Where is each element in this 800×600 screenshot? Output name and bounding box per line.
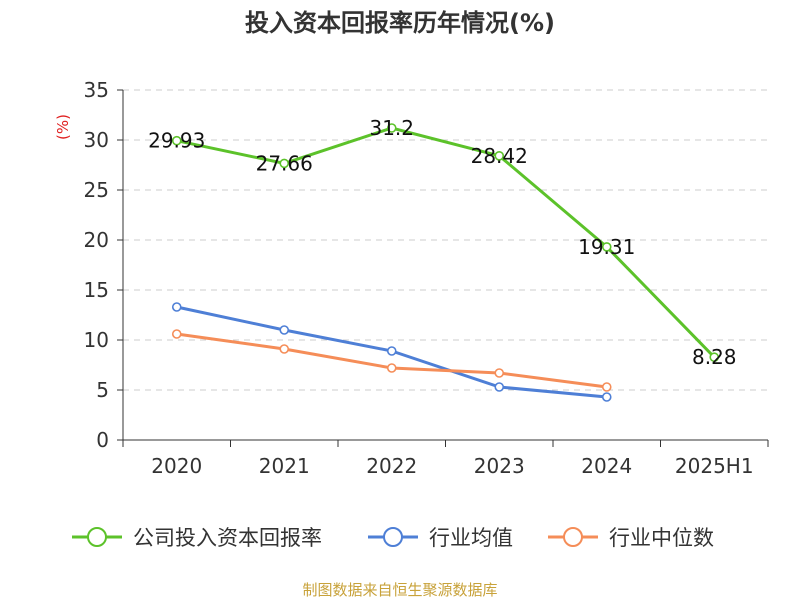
y-tick-label: 5 (96, 378, 109, 402)
data-point (709, 352, 720, 363)
series-lines (171, 123, 720, 402)
x-tick-label: 2024 (581, 454, 632, 478)
data-point (279, 158, 290, 169)
data-point (601, 392, 612, 402)
data-label: 19.31 (578, 235, 635, 259)
y-tick-label: 0 (96, 428, 109, 452)
data-point (171, 302, 182, 312)
x-tick-label: 2023 (474, 454, 525, 478)
x-tick-label: 2020 (151, 454, 202, 478)
data-point (279, 344, 290, 354)
data-point (386, 363, 397, 373)
grid-lines (123, 89, 768, 391)
legend-label: 行业中位数 (609, 526, 714, 550)
legend-item-0: 公司投入资本回报率 (72, 526, 322, 550)
y-tick-label: 20 (84, 228, 109, 252)
data-label: 31.2 (369, 116, 414, 140)
legend-swatch-marker (563, 527, 583, 547)
legend-item-2: 行业中位数 (548, 526, 714, 550)
data-label: 28.42 (471, 144, 528, 168)
data-point (494, 151, 505, 161)
y-axis-unit-label: (%) (54, 114, 72, 140)
data-label: 29.93 (148, 129, 205, 153)
chart-title: 投入资本回报率历年情况(%) (245, 9, 555, 37)
legend-swatch-marker (87, 527, 107, 547)
data-point (601, 382, 612, 392)
legend-label: 公司投入资本回报率 (133, 526, 322, 550)
data-point (171, 329, 182, 339)
data-point (386, 123, 397, 133)
series-line-0 (176, 126, 716, 359)
data-source-note: 制图数据来自恒生聚源数据库 (302, 581, 497, 599)
y-tick-label: 35 (84, 78, 109, 102)
axes: 0 5 10 15 20 25 30 35 2020 2021 2022 2023 2024 2025H1 (84, 78, 769, 478)
x-tick-label: 2025H1 (675, 454, 754, 478)
data-point (279, 325, 290, 335)
data-point (601, 242, 612, 252)
legend-swatch-marker (383, 527, 403, 547)
legend-item-1: 行业均值 (368, 526, 513, 550)
data-labels: 29.93 27.66 31.2 28.42 19.31 8.28 (148, 116, 736, 369)
y-tick-label: 15 (84, 278, 109, 302)
data-label: 27.66 (256, 151, 313, 175)
y-tick-label: 25 (84, 178, 109, 202)
data-point (494, 368, 505, 378)
x-tick-label: 2021 (259, 454, 310, 478)
series-line-2 (176, 332, 607, 389)
legend-label: 行业均值 (429, 526, 513, 550)
legend: 公司投入资本回报率 行业均值 行业中位数 (72, 526, 714, 550)
y-tick-label: 30 (84, 128, 109, 152)
x-tick-label: 2022 (366, 454, 417, 478)
y-tick-label: 10 (84, 328, 109, 352)
data-label: 8.28 (692, 345, 737, 369)
data-point (386, 346, 397, 356)
data-point (171, 135, 182, 146)
data-point (494, 382, 505, 392)
